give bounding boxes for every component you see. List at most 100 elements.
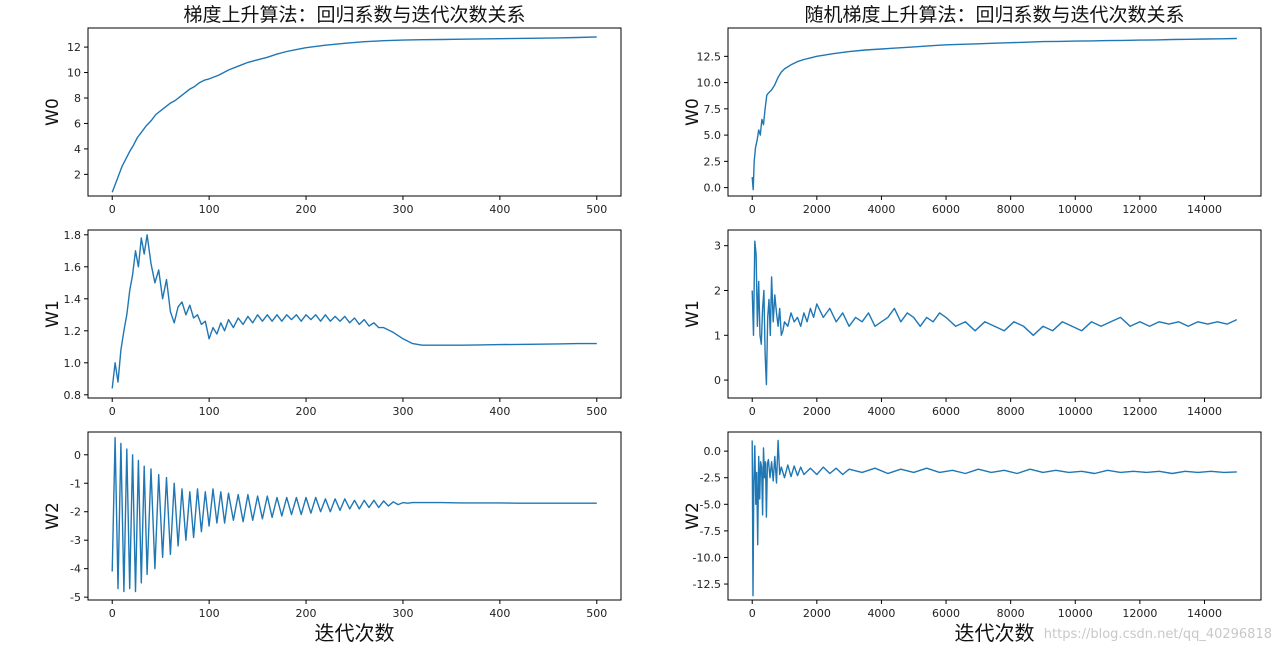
x-tick-label: 300 (392, 405, 413, 418)
y-axis-label: W1 (683, 300, 703, 328)
x-tick-label: 12000 (1122, 203, 1157, 216)
x-tick-label: 500 (586, 607, 607, 620)
x-tick-label: 0 (109, 405, 116, 418)
x-tick-label: 0 (749, 203, 756, 216)
y-tick-label: -2 (70, 506, 81, 519)
y-tick-label: 1.8 (64, 229, 82, 242)
y-tick-label: 7.5 (704, 103, 722, 116)
x-tick-label: 200 (296, 203, 317, 216)
y-tick-label: 4 (74, 143, 81, 156)
x-tick-label: 300 (392, 607, 413, 620)
y-tick-label: -3 (70, 534, 81, 547)
x-tick-label: 300 (392, 203, 413, 216)
x-tick-label: 0 (749, 405, 756, 418)
y-tick-label: 2 (74, 168, 81, 181)
y-axis-label: W2 (683, 502, 703, 530)
x-tick-label: 6000 (932, 405, 960, 418)
x-tick-label: 400 (489, 203, 510, 216)
y-tick-label: 12.5 (697, 50, 722, 63)
axes-frame (727, 229, 1262, 399)
x-tick-label: 12000 (1122, 607, 1157, 620)
y-tick-label: 1 (714, 329, 721, 342)
x-tick-label: 8000 (997, 607, 1025, 620)
watermark: https://blog.csdn.net/qq_40296818 (1044, 627, 1272, 642)
chart-panel-3: 0 100 200 300 400 500 0 -1 -2 -3 -4 -5 W2 迭代次数 (43, 431, 622, 645)
chart-title: 随机梯度上升算法：回归系数与迭代次数关系 (804, 4, 1184, 26)
y-tick-label: 0 (714, 374, 721, 387)
x-tick-label: 10000 (1058, 405, 1093, 418)
x-tick-label: 10000 (1058, 203, 1093, 216)
x-tick-label: 4000 (867, 607, 895, 620)
x-tick-label: 400 (489, 607, 510, 620)
x-tick-label: 14000 (1187, 203, 1222, 216)
y-tick-label: 6 (74, 117, 81, 130)
y-tick-label: -12.5 (693, 578, 721, 591)
x-tick-label: 2000 (803, 203, 831, 216)
x-tick-label: 6000 (932, 203, 960, 216)
y-tick-label: 0.8 (64, 389, 82, 402)
y-tick-label: 10 (67, 67, 81, 80)
x-tick-label: 500 (586, 203, 607, 216)
y-tick-label: 1.6 (64, 261, 82, 274)
y-tick-label: -10.0 (693, 551, 721, 564)
y-tick-label: 0.0 (704, 182, 722, 195)
y-tick-label: -4 (70, 563, 81, 576)
axes-frame (87, 431, 622, 601)
y-tick-label: 1.0 (64, 357, 82, 370)
x-tick-label: 6000 (932, 607, 960, 620)
x-tick-label: 4000 (867, 405, 895, 418)
y-axis-label: W1 (43, 300, 63, 328)
series-line-1-1 (111, 36, 597, 193)
x-tick-label: 200 (296, 405, 317, 418)
y-tick-label: 5.0 (704, 129, 722, 142)
y-tick-label: 10.0 (697, 77, 722, 90)
chart-panel-6: 0 2000 4000 6000 8000 10000 12000 14000 0.0 -2.5 -… (683, 431, 1262, 645)
y-tick-label: 1.2 (64, 325, 82, 338)
x-tick-label: 12000 (1122, 405, 1157, 418)
x-axis-label: 迭代次数 (955, 621, 1035, 645)
y-tick-label: -7.5 (700, 525, 721, 538)
x-tick-label: 14000 (1187, 405, 1222, 418)
y-tick-label: 12 (67, 41, 81, 54)
y-tick-label: 0.0 (704, 445, 722, 458)
x-tick-label: 8000 (997, 203, 1025, 216)
y-tick-label: 8 (74, 92, 81, 105)
x-tick-label: 0 (749, 607, 756, 620)
x-tick-label: 2000 (803, 607, 831, 620)
x-tick-label: 10000 (1058, 607, 1093, 620)
axes-frame (87, 27, 622, 197)
series-line-2-1 (111, 234, 597, 389)
x-axis-label: 迭代次数 (315, 621, 395, 645)
chart-panels: 0 100 200 300 400 50024681012梯度上升算法：回归系数与迭代次数… (43, 4, 1262, 645)
x-tick-label: 400 (489, 405, 510, 418)
x-tick-label: 100 (199, 405, 220, 418)
x-tick-label: 500 (586, 405, 607, 418)
y-tick-label: -1 (70, 477, 81, 490)
x-tick-label: 100 (199, 203, 220, 216)
y-tick-label: 2.5 (704, 155, 722, 168)
y-axis-label: W0 (43, 98, 63, 126)
chart-panel-4: 0 2000 4000 6000 8000 10000 12000 14000 0.0 2.5 5.… (683, 4, 1262, 216)
y-axis-label: W2 (43, 502, 63, 530)
x-tick-label: 4000 (867, 203, 895, 216)
axes-frame (727, 431, 1262, 601)
y-axis-label: W0 (683, 98, 703, 126)
x-tick-label: 0 (109, 203, 116, 216)
x-tick-label: 0 (109, 607, 116, 620)
x-tick-label: 14000 (1187, 607, 1222, 620)
y-tick-label: -2.5 (700, 472, 721, 485)
chart-panel-5: 0 2000 4000 6000 8000 10000 12000 14000 0 1 2 3 W1 (683, 229, 1262, 418)
y-tick-label: -5.0 (700, 498, 721, 511)
x-tick-label: 100 (199, 607, 220, 620)
series-line-3-1 (111, 437, 597, 593)
y-tick-label: 2 (714, 284, 721, 297)
y-tick-label: 3 (714, 240, 721, 253)
series-line-5-1 (751, 240, 1238, 386)
series-line-4-1 (751, 37, 1237, 191)
x-tick-label: 8000 (997, 405, 1025, 418)
chart-panel-1: 0 100 200 300 400 500 2 4 6 8 10 12 梯度上升算法：回归系数与迭代次数… (43, 4, 622, 216)
x-tick-label: 2000 (803, 405, 831, 418)
series-line-6-1 (751, 439, 1237, 597)
y-tick-label: 1.4 (64, 293, 82, 306)
